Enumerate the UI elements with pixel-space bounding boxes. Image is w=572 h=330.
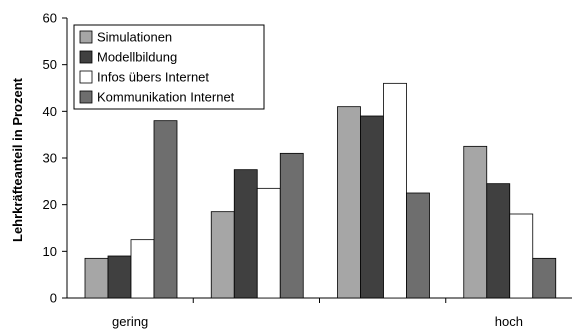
bar-2-2 [233,169,258,299]
x-tick-label: gering [112,314,148,329]
bar-3-3 [383,82,407,299]
legend-label: Simulationen [97,30,172,45]
legend-label: Kommunikation Internet [97,90,235,105]
y-tick-label: 60 [43,11,57,26]
legend-swatch [79,90,93,104]
bar-1-1 [84,257,109,299]
y-axis-title: Lehrkräfteanteil in Prozent [10,77,25,242]
y-tick-label: 50 [43,57,57,72]
bar-2-4 [486,183,511,299]
legend-swatch [79,70,93,84]
bar-3-1 [130,239,155,299]
bar-1-3 [337,106,361,299]
y-tick-label: 20 [43,197,57,212]
bar-layer [84,82,557,299]
y-tick-label: 30 [43,151,57,166]
legend: Simulationen Modellbildung Infos übers Int… [73,24,265,110]
legend-swatch [79,30,93,44]
y-tick-label: 10 [43,244,57,259]
legend-label: Infos übers Internet [97,70,209,85]
legend-box [73,24,265,110]
bar-4-1 [153,120,178,299]
bar-1-4 [463,145,488,299]
bar-2-3 [360,115,384,299]
bar-2-1 [107,255,132,299]
legend-swatch [79,50,93,64]
legend-label: Modellbildung [97,50,177,65]
bar-4-4 [532,257,557,299]
bar-4-3 [406,192,430,299]
bar-1-2 [210,211,235,299]
x-tick-label: hoch [495,314,523,329]
bar-3-4 [509,213,534,299]
label-layer: 0 10 20 30 40 50 60 gering hoch [43,11,523,330]
y-tick-label: 40 [43,104,57,119]
y-tick-label: 0 [50,291,57,306]
bar-4-2 [279,152,304,299]
bar-3-2 [256,187,281,299]
